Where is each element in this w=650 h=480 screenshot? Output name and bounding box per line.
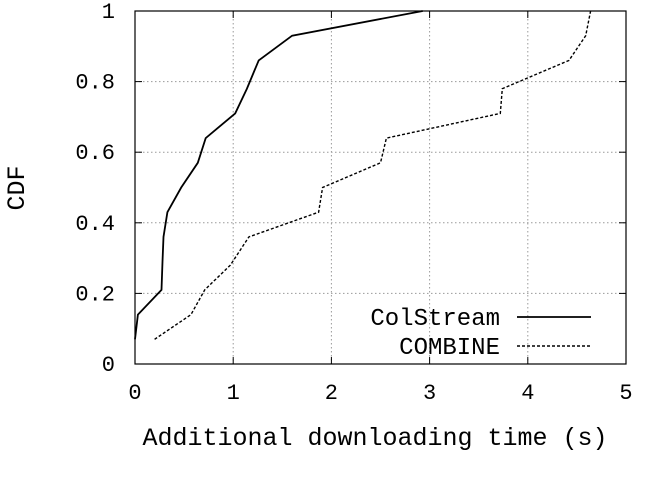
grid [135, 11, 626, 364]
x-tick-label: 2 [325, 381, 338, 406]
series [134, 10, 592, 340]
y-tick-label: 0 [102, 353, 115, 378]
x-tick-label: 4 [521, 381, 534, 406]
y-axis-label: CDF [3, 165, 32, 210]
x-tick-label: 0 [128, 381, 141, 406]
y-tick-label: 0.4 [75, 212, 115, 237]
y-tick-label: 0.6 [75, 141, 115, 166]
legend-label-colstream: ColStream [370, 306, 500, 333]
y-tick-label: 0.8 [75, 71, 115, 96]
axes: 0 1 2 3 4 5 0 0.2 0.4 0.6 0.8 1 [75, 0, 632, 406]
legend-label-combine: COMBINE [399, 335, 500, 362]
series-line-combine [154, 10, 592, 340]
x-tick-label: 1 [227, 381, 240, 406]
plot-frame [134, 10, 627, 365]
series-line-colstream [134, 10, 423, 340]
x-tick-label: 3 [423, 381, 436, 406]
x-tick-label: 5 [619, 381, 632, 406]
x-axis-label: Additional downloading time (s) [142, 424, 607, 453]
y-tick-label: 0.2 [75, 282, 115, 307]
y-tick-label: 1 [102, 0, 115, 25]
